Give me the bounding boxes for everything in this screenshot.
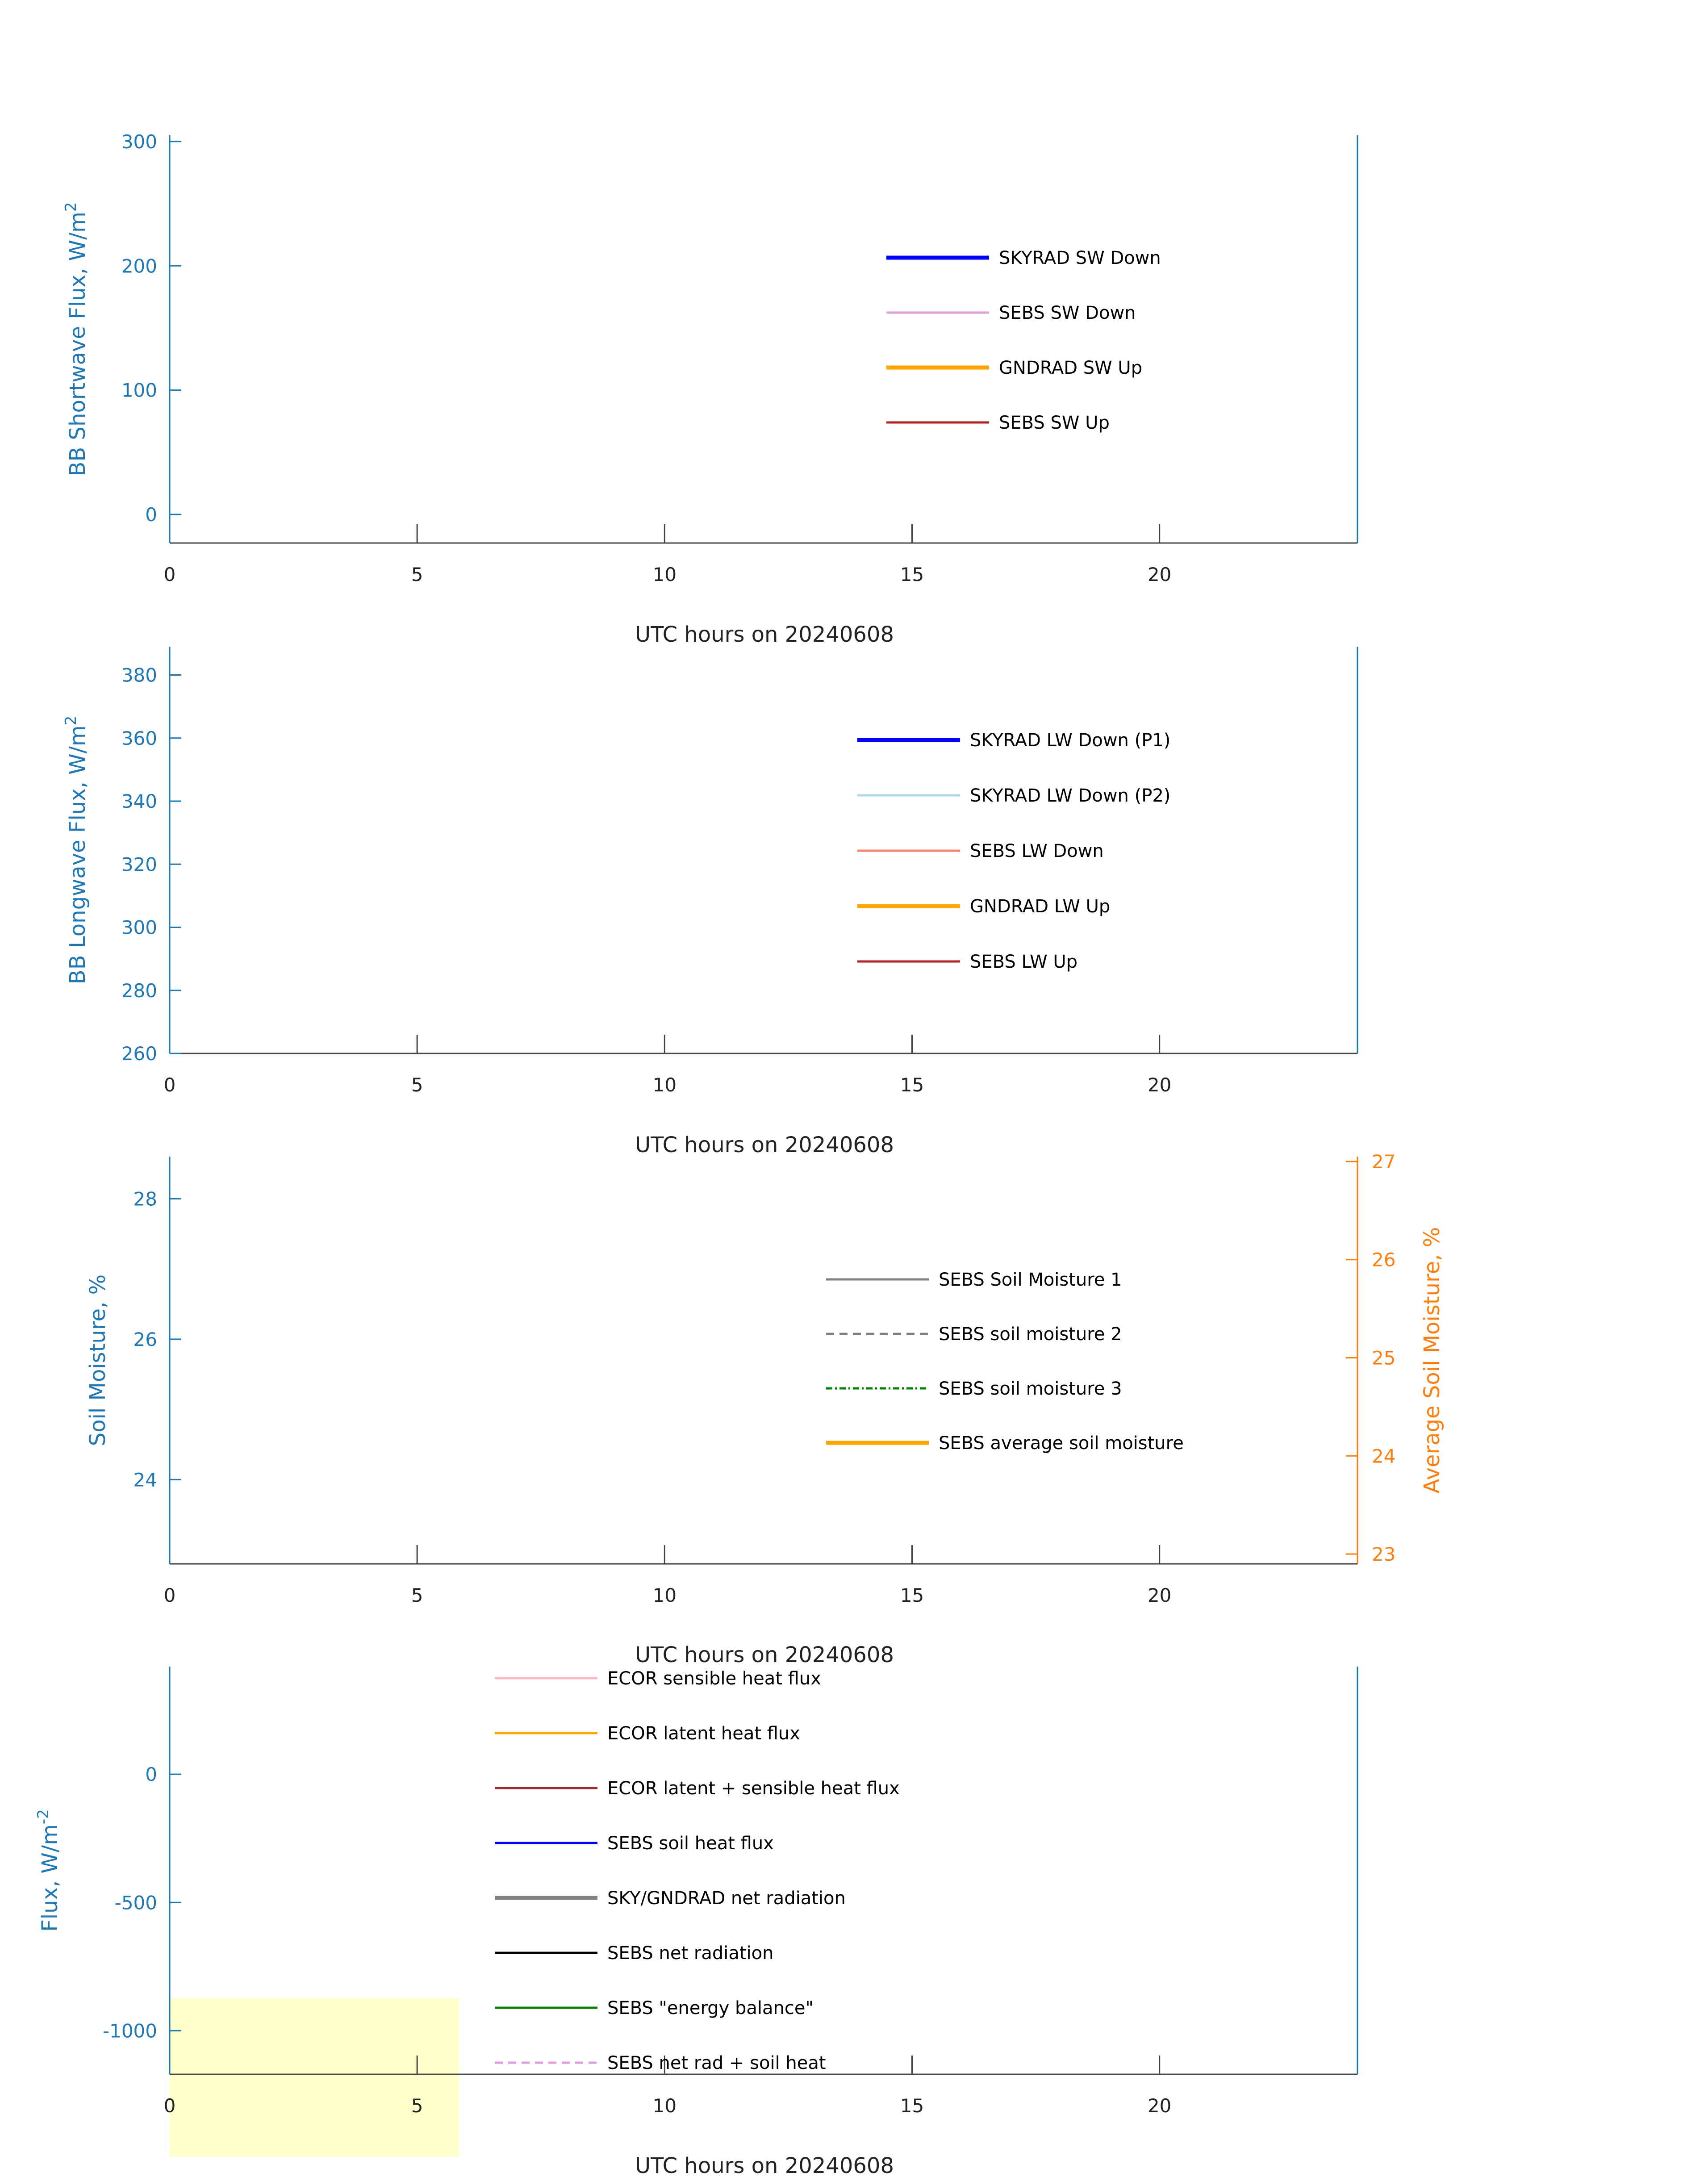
legend: ECOR sensible heat flux ECOR latent heat …	[495, 1668, 900, 2073]
legend-label: SKY/GNDRAD net radiation	[607, 1888, 846, 1909]
x-tick-label: 20	[1148, 2095, 1171, 2117]
y-axis-label: Flux, W/m-2	[34, 1809, 63, 1932]
x-axis-label: UTC hours on 20240608	[635, 2153, 894, 2177]
legend-label: GNDRAD LW Up	[970, 896, 1110, 917]
panel-shortwave: 0 5 10 15 20 UTC hours on 20240608 0 100 200 300 B…	[62, 131, 1358, 647]
x-tick-label: 15	[900, 2095, 924, 2117]
highlight-region	[170, 1998, 459, 2157]
legend-label: SEBS average soil moisture	[939, 1433, 1184, 1454]
y-tick-label: 340	[121, 790, 157, 812]
panel-longwave: 0 5 10 15 20 UTC hours on 20240608 260 280 300 32…	[62, 647, 1358, 1157]
x-tick-label: 15	[900, 1074, 924, 1096]
y-tick-label: 24	[134, 1469, 157, 1491]
legend-label: SEBS net rad + soil heat	[607, 2053, 826, 2073]
y-tick-label: 200	[121, 255, 157, 277]
legend: SKYRAD LW Down (P1) SKYRAD LW Down (P2) SE…	[857, 730, 1170, 972]
y-tick-label: 0	[145, 504, 157, 526]
y-axis-label-text: Flux, W/m	[38, 1824, 63, 1932]
y-tick-label: 360	[121, 727, 157, 749]
legend-label: GNDRAD SW Up	[999, 358, 1142, 378]
y-axis-label-superscript: 2	[62, 716, 80, 726]
x-tick-label: 5	[411, 1584, 423, 1606]
x-tick-label: 20	[1148, 564, 1171, 585]
y-axis-label: BB Longwave Flux, W/m2	[62, 716, 90, 984]
x-tick-label: 5	[411, 1074, 423, 1096]
x-tick-label: 5	[411, 564, 423, 585]
y-tick-label: 0	[145, 1763, 157, 1785]
y-tick-label: 300	[121, 131, 157, 153]
x-tick-label: 20	[1148, 1584, 1171, 1606]
y-tick-label-right: 27	[1372, 1151, 1395, 1173]
y-tick-label: 28	[134, 1188, 157, 1210]
y-tick-label-right: 26	[1372, 1249, 1395, 1271]
y-tick-label: 260	[121, 1043, 157, 1065]
legend-label: SEBS SW Down	[999, 303, 1136, 323]
y-tick-label: -1000	[103, 2020, 157, 2042]
legend-label: SEBS net radiation	[607, 1943, 773, 1964]
x-tick-label: 0	[164, 1074, 176, 1096]
y-axis-label-text: Soil Moisture, %	[85, 1274, 110, 1446]
legend: SKYRAD SW Down SEBS SW Down GNDRAD SW Up SE…	[886, 248, 1161, 433]
legend-label: ECOR latent heat flux	[607, 1723, 800, 1744]
x-axis-label: UTC hours on 20240608	[635, 622, 894, 647]
y-axis-label-right: Average Soil Moisture, %	[1420, 1227, 1445, 1494]
y-axis-label-text: BB Longwave Flux, W/m	[65, 725, 90, 984]
y-tick-label-right: 23	[1372, 1543, 1395, 1565]
y-axis-label-superscript: -2	[34, 1809, 52, 1824]
x-tick-label: 10	[653, 564, 677, 585]
x-axis-label: UTC hours on 20240608	[635, 1642, 894, 1667]
legend-label: SEBS SW Up	[999, 413, 1110, 433]
legend-label: SKYRAD LW Down (P1)	[970, 730, 1170, 751]
legend-label: SEBS soil moisture 3	[939, 1379, 1122, 1399]
legend-label: SKYRAD SW Down	[999, 248, 1161, 268]
y-tick-label: 100	[121, 380, 157, 401]
x-tick-label: 15	[900, 564, 924, 585]
y-axis-label-superscript: 2	[62, 202, 80, 212]
y-tick-label: 26	[134, 1329, 157, 1350]
legend-label: ECOR sensible heat flux	[607, 1668, 821, 1689]
y-tick-label: 300	[121, 917, 157, 939]
y-axis-label-text: BB Shortwave Flux, W/m	[65, 212, 90, 476]
x-tick-label: 10	[653, 1074, 677, 1096]
x-tick-label: 10	[653, 2095, 677, 2117]
x-tick-label: 0	[164, 1584, 176, 1606]
y-tick-label: 280	[121, 980, 157, 1002]
x-axis-label: UTC hours on 20240608	[635, 1132, 894, 1157]
y-tick-label: -500	[115, 1892, 157, 1914]
panel-flux: 0 5 10 15 20 UTC hours on 20240608 -1000 -500 0 F…	[34, 1667, 1358, 2177]
legend-label: SEBS soil moisture 2	[939, 1324, 1122, 1345]
legend-label: SEBS LW Down	[970, 841, 1104, 861]
y-axis-label: Soil Moisture, %	[85, 1274, 110, 1446]
legend-label: SKYRAD LW Down (P2)	[970, 786, 1170, 806]
legend: SEBS Soil Moisture 1 SEBS soil moisture 2…	[826, 1270, 1184, 1454]
x-tick-label: 20	[1148, 1074, 1171, 1096]
x-tick-label: 15	[900, 1584, 924, 1606]
y-tick-label: 320	[121, 853, 157, 875]
x-tick-label: 10	[653, 1584, 677, 1606]
y-tick-label-right: 24	[1372, 1445, 1395, 1467]
y-tick-label: 380	[121, 664, 157, 686]
y-axis-label: BB Shortwave Flux, W/m2	[62, 202, 90, 476]
legend-label: SEBS "energy balance"	[607, 1998, 814, 2018]
legend-label: SEBS Soil Moisture 1	[939, 1270, 1122, 1290]
x-tick-label: 0	[164, 2095, 176, 2117]
x-tick-label: 0	[164, 564, 176, 585]
panel-soil: 0 5 10 15 20 UTC hours on 20240608 24 26 28 23 24 2…	[85, 1151, 1445, 1667]
x-tick-label: 5	[411, 2095, 423, 2117]
legend-label: ECOR latent + sensible heat flux	[607, 1778, 900, 1799]
legend-label: SEBS LW Up	[970, 952, 1077, 972]
legend-label: SEBS soil heat flux	[607, 1833, 774, 1854]
y-tick-label-right: 25	[1372, 1347, 1395, 1369]
